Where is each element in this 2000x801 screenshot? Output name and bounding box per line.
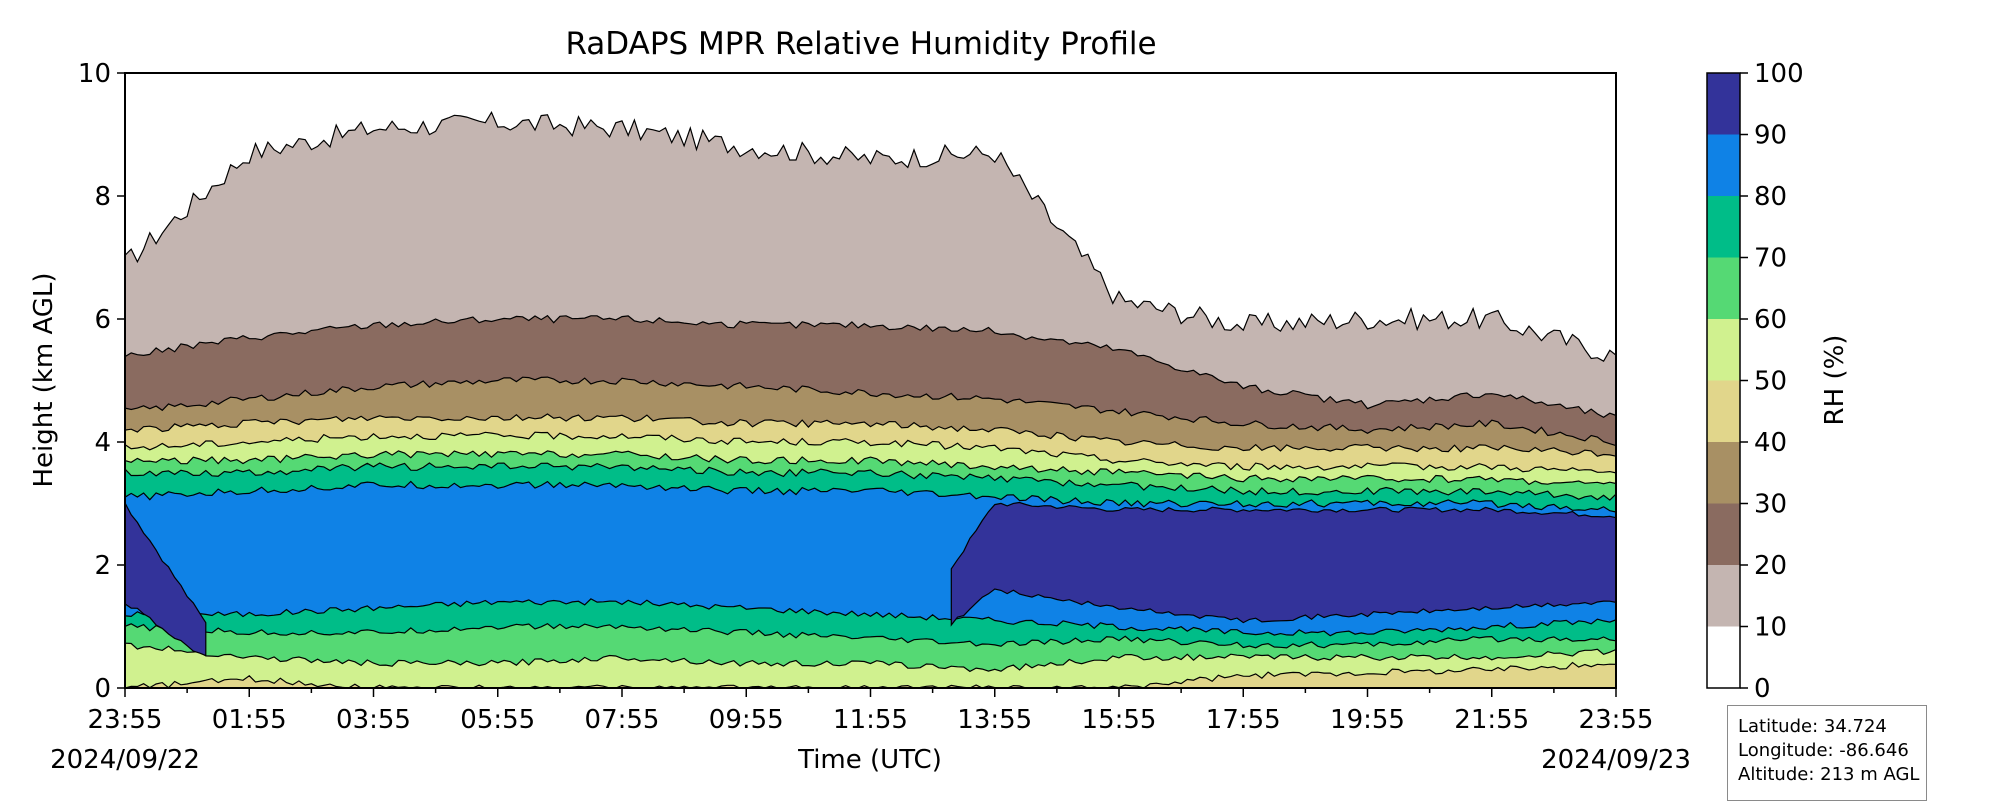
latitude-text: Latitude: 34.724 (1738, 716, 1887, 737)
colorbar-swatch-30 (1707, 442, 1740, 504)
x-tick-label: 13:55 (957, 705, 1032, 735)
y-axis: 0 2 4 6 8 10 (78, 59, 125, 704)
end-date-label: 2024/09/23 (1541, 745, 1691, 775)
altitude-text: Altitude: 213 m AGL (1738, 764, 1920, 785)
rh-band-90-100-0 (125, 502, 207, 657)
chart-title: RaDAPS MPR Relative Humidity Profile (565, 26, 1156, 62)
x-tick-label: 07:55 (585, 705, 660, 735)
colorbar-tick-label: 80 (1754, 182, 1787, 212)
colorbar-swatch-90 (1707, 73, 1740, 135)
start-date-label: 2024/09/22 (50, 745, 200, 775)
colorbar-tick-label: 40 (1754, 428, 1787, 458)
colorbar-tick-label: 20 (1754, 551, 1787, 581)
colorbar-tick-label: 0 (1754, 674, 1771, 704)
colorbar-tick-label: 30 (1754, 490, 1787, 520)
x-tick-label: 21:55 (1454, 705, 1529, 735)
x-tick-label: 11:55 (833, 705, 908, 735)
colorbar-tick-label: 60 (1754, 305, 1787, 335)
rh-lower-band-rh_50_bottom (125, 661, 1616, 688)
x-tick-label: 15:55 (1082, 705, 1157, 735)
x-tick-label: 17:55 (1206, 705, 1281, 735)
y-tick-label: 6 (94, 305, 111, 335)
colorbar-swatch-20 (1707, 503, 1740, 565)
y-axis-label: Height (km AGL) (29, 272, 59, 487)
x-tick-label: 09:55 (709, 705, 784, 735)
colorbar-swatch-50 (1707, 319, 1740, 381)
y-tick-label: 0 (94, 674, 111, 704)
colorbar-swatch-70 (1707, 196, 1740, 258)
colorbar-tick-label: 70 (1754, 244, 1787, 274)
x-tick-label: 23:55 (1579, 705, 1654, 735)
y-tick-label: 8 (94, 182, 111, 212)
y-tick-label: 4 (94, 428, 111, 458)
colorbar-label: RH (%) (1820, 335, 1850, 426)
colorbar-swatch-40 (1707, 380, 1740, 442)
colorbar-tick-label: 10 (1754, 613, 1787, 643)
colorbar-tick-label: 100 (1754, 59, 1804, 89)
x-axis: 23:55 01:55 03:55 05:55 07:55 09:55 11:55 13:55… (88, 688, 1654, 735)
x-axis-label: Time (UTC) (797, 745, 942, 775)
rh-band-90-100-1 (950, 501, 1616, 627)
y-tick-label: 2 (94, 551, 111, 581)
y-tick-label: 10 (78, 59, 111, 89)
colorbar-swatch-10 (1707, 565, 1740, 627)
station-info-box: Latitude: 34.724 Longitude: -86.646 Alti… (1727, 705, 1927, 801)
colorbar-tick-label: 90 (1754, 121, 1787, 151)
colorbar-swatch-60 (1707, 257, 1740, 319)
x-tick-label: 19:55 (1330, 705, 1405, 735)
x-tick-label: 03:55 (336, 705, 411, 735)
x-tick-label: 01:55 (212, 705, 287, 735)
colorbar-swatch-0 (1707, 626, 1740, 688)
colorbar-tick-label: 50 (1754, 367, 1787, 397)
contour-plot-area (124, 72, 1617, 689)
longitude-text: Longitude: -86.646 (1738, 740, 1909, 761)
colorbar-swatch-80 (1707, 134, 1740, 196)
x-tick-label: 23:55 (88, 705, 163, 735)
x-tick-label: 05:55 (460, 705, 535, 735)
colorbar: 0 10 20 30 40 50 60 70 80 90 100 (1706, 59, 1804, 704)
